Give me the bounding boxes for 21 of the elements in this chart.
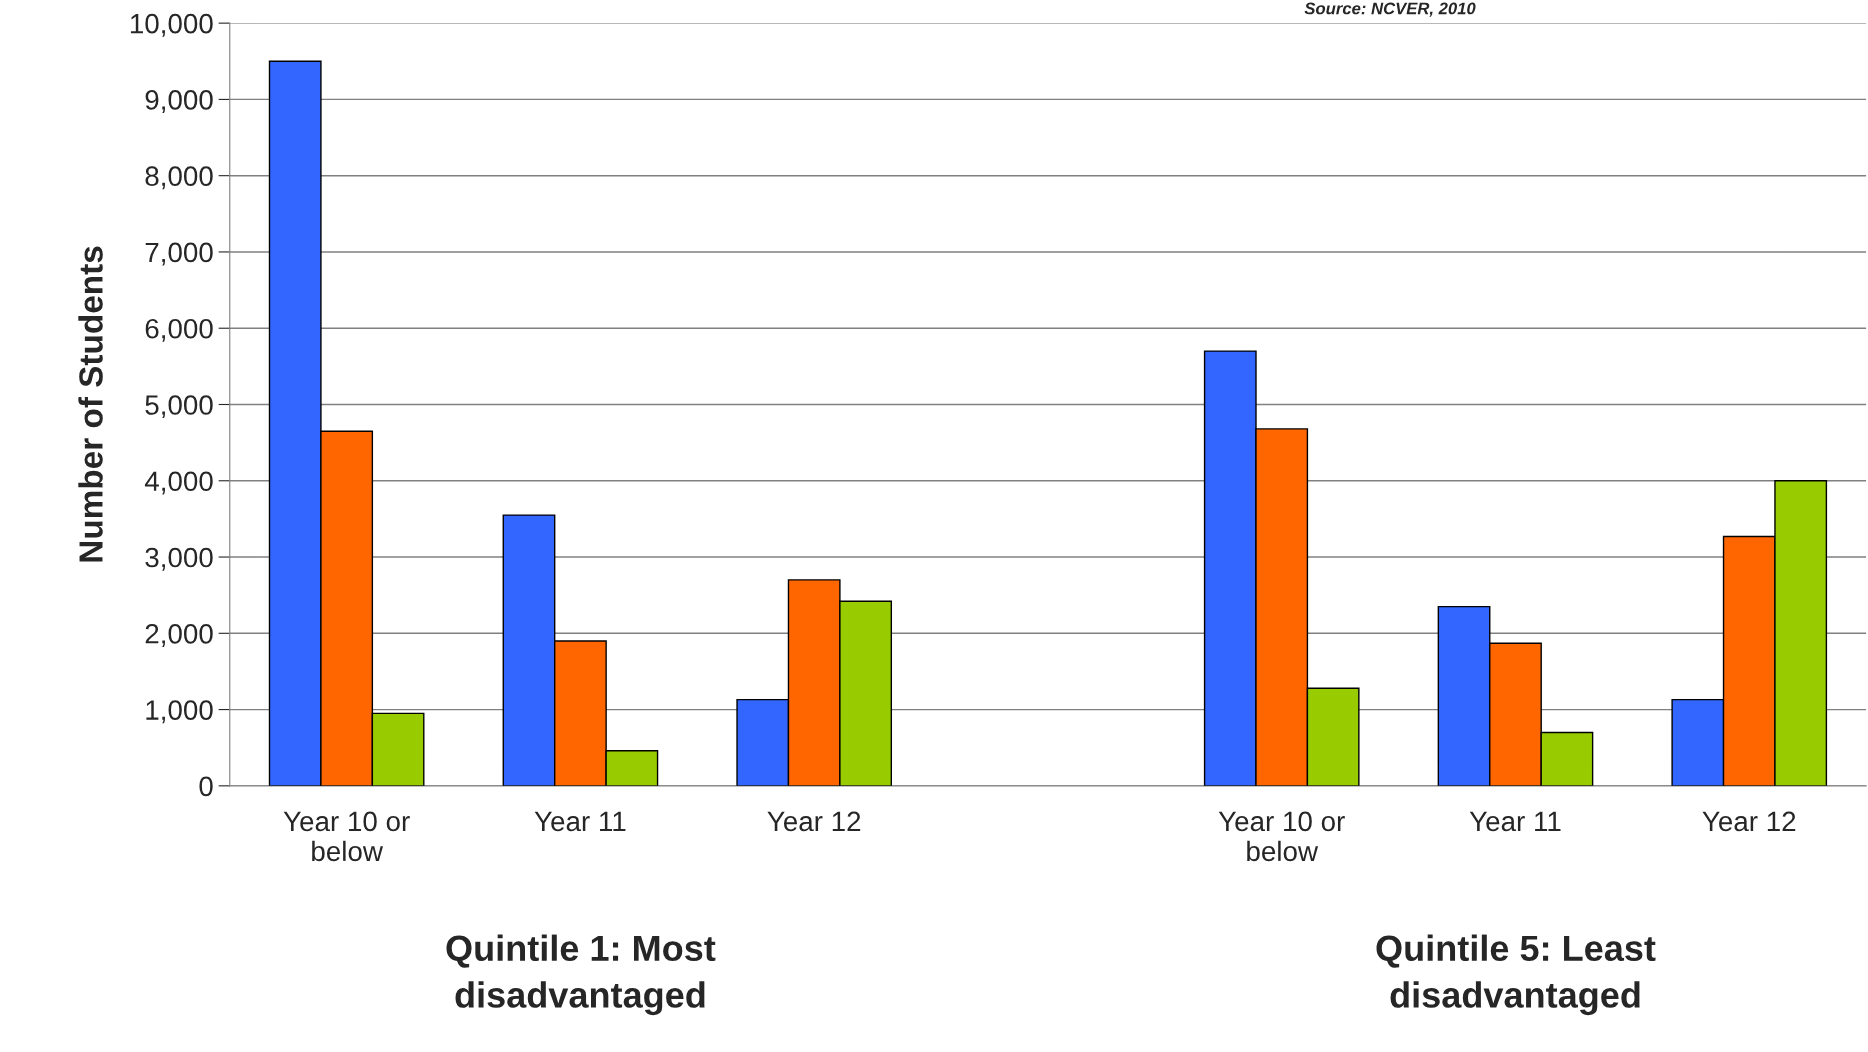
- text: Quintile 1: Most disadvantaged: [446, 934, 716, 1016]
- y-tick-label: 3,000: [145, 547, 213, 571]
- x-tick-label: Year 11: [1469, 811, 1561, 832]
- x-tick-label: Year 10 or below: [283, 811, 410, 862]
- y-axis-title: Number of Students: [78, 246, 103, 562]
- x-tick-label: Year 12: [1702, 811, 1796, 832]
- x-tick-label: Year 10 or below: [1218, 811, 1345, 862]
- y-tick-label: 2,000: [145, 623, 213, 647]
- source-note: Source: NCVER, 2010: [1304, 2, 1476, 17]
- text: Quintile 5: Least disadvantaged: [1376, 934, 1656, 1016]
- x-tick-label: Year 12: [767, 811, 861, 832]
- y-tick-label: 9,000: [145, 90, 213, 114]
- y-tick-label: 7,000: [145, 242, 213, 266]
- y-tick-label: 4,000: [144, 471, 213, 495]
- y-tick-label: 1,000: [146, 700, 213, 724]
- y-tick-label: 8,000: [145, 166, 213, 190]
- y-tick-label: 10,000: [130, 13, 213, 37]
- y-tick-label: 5,000: [145, 395, 213, 419]
- y-tick-label: 0: [199, 776, 213, 797]
- y-tick-label: 6,000: [145, 318, 213, 342]
- x-tick-label: Year 11: [534, 811, 626, 832]
